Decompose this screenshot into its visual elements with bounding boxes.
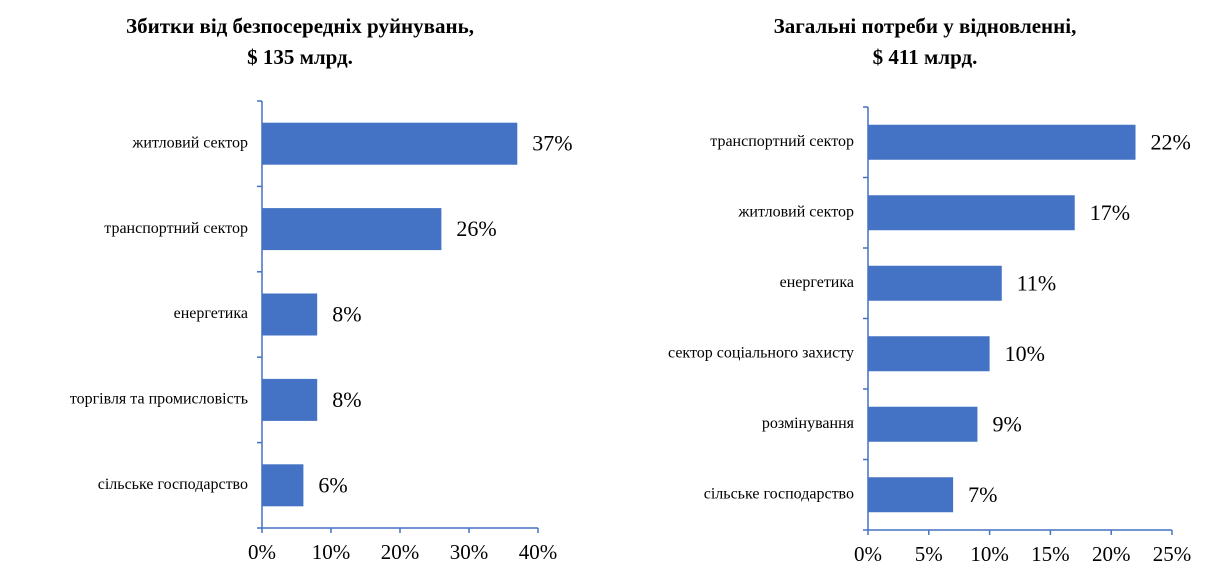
y-tick-label: житловий сектор <box>737 203 854 220</box>
y-tick-label: енергетика <box>780 274 854 291</box>
bar <box>262 293 318 336</box>
y-tick-label: розмінування <box>762 415 855 432</box>
chart-title: Збитки від безпосередніх руйнувань, <box>126 14 474 38</box>
bar <box>868 265 1002 301</box>
data-label: 10% <box>1005 341 1045 366</box>
chart-title: Загальні потреби у відновленні, <box>774 14 1077 38</box>
x-tick-label: 0% <box>248 540 276 564</box>
x-tick-label: 15% <box>1031 542 1070 566</box>
chart-title: $ 135 млрд. <box>247 45 353 69</box>
bar <box>868 195 1075 231</box>
data-label: 8% <box>332 302 361 327</box>
x-tick-label: 30% <box>450 540 489 564</box>
y-tick-label: сільське господарство <box>704 485 854 502</box>
x-tick-label: 25% <box>1153 542 1192 566</box>
data-label: 37% <box>532 131 572 156</box>
x-tick-label: 20% <box>1092 542 1131 566</box>
x-tick-label: 0% <box>854 542 882 566</box>
x-tick-label: 10% <box>312 540 351 564</box>
data-label: 7% <box>968 482 997 507</box>
chart-title: $ 411 млрд. <box>873 45 978 69</box>
x-tick-label: 20% <box>381 540 420 564</box>
bar <box>262 122 518 165</box>
data-label: 26% <box>456 216 496 241</box>
data-label: 8% <box>332 387 361 412</box>
bar <box>262 378 318 421</box>
y-tick-label: сектор соціального захисту <box>668 344 854 361</box>
data-label: 9% <box>992 411 1021 436</box>
y-tick-label: енергетика <box>174 305 248 322</box>
bar <box>868 336 990 372</box>
data-label: 17% <box>1090 200 1130 225</box>
y-tick-label: житловий сектор <box>131 134 248 151</box>
x-tick-label: 5% <box>915 542 943 566</box>
x-tick-label: 40% <box>519 540 558 564</box>
data-label: 6% <box>318 472 347 497</box>
data-label: 22% <box>1151 129 1191 154</box>
y-tick-label: транспортний сектор <box>710 133 854 150</box>
bar <box>868 406 978 442</box>
bar <box>262 208 442 251</box>
y-tick-label: торгівля та промисловість <box>70 391 248 408</box>
data-label: 11% <box>1017 270 1057 295</box>
x-tick-label: 10% <box>970 542 1009 566</box>
y-tick-label: транспортний сектор <box>104 220 248 237</box>
bar <box>868 124 1136 160</box>
bar <box>262 464 304 507</box>
y-tick-label: сільське господарство <box>98 476 248 493</box>
bar <box>868 477 954 513</box>
